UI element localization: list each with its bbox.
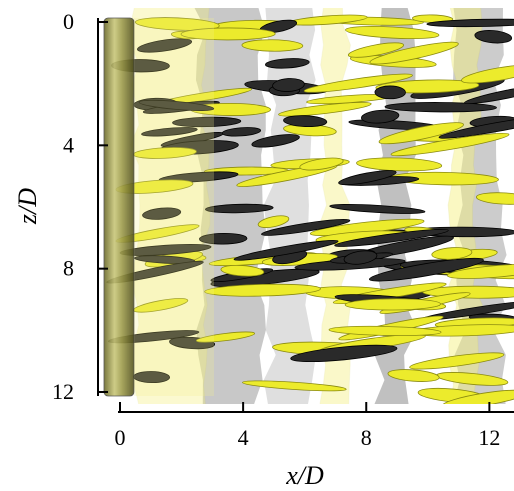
vortex-tube	[356, 157, 442, 173]
x-tick-label: 8	[361, 425, 372, 450]
cylinder-wake	[134, 18, 214, 396]
flow-rendering	[104, 5, 514, 412]
y-tick-label: 4	[63, 132, 74, 157]
y-tick-label: 0	[63, 9, 74, 34]
x-tick-label: 0	[115, 425, 126, 450]
x-tick-label: 4	[238, 425, 249, 450]
vortex-tube	[375, 86, 406, 99]
x-tick-label: 12	[478, 425, 500, 450]
page: x/D z/D 0481204812 (() => { const data =…	[0, 0, 514, 491]
y-tick-label: 12	[52, 379, 74, 404]
x-axis-title: x/D	[285, 461, 324, 490]
y-tick-label: 8	[63, 256, 74, 281]
vortex-tube	[345, 24, 439, 40]
chart: x/D z/D 0 4 8 12 0 4 8 12	[0, 0, 514, 491]
cylinder	[104, 18, 134, 396]
y-axis-title: z/D	[13, 188, 42, 225]
